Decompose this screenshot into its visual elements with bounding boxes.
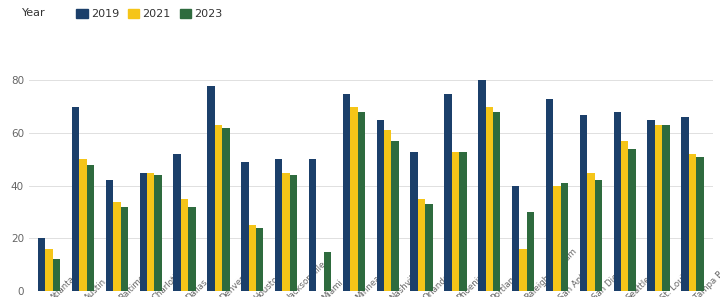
Bar (580, 115, 588, 291)
Bar (324, 252, 331, 291)
Bar (553, 186, 561, 291)
Bar (418, 199, 426, 291)
Bar (215, 125, 222, 291)
Bar (241, 162, 248, 291)
Bar (527, 212, 534, 291)
Bar (410, 151, 418, 291)
Bar (444, 94, 451, 291)
Bar (689, 154, 696, 291)
Bar (86, 165, 94, 291)
Bar (256, 228, 264, 291)
Bar (485, 107, 493, 291)
Bar (696, 157, 703, 291)
Bar (79, 159, 86, 291)
Bar (140, 173, 147, 291)
Bar (106, 181, 113, 291)
Bar (459, 151, 467, 291)
Bar (662, 125, 670, 291)
Bar (72, 107, 79, 291)
Bar (350, 107, 358, 291)
Legend: 2019, 2021, 2023: 2019, 2021, 2023 (72, 5, 227, 24)
Bar (493, 112, 500, 291)
Bar (275, 159, 282, 291)
Bar (392, 141, 399, 291)
Bar (181, 199, 189, 291)
Bar (519, 249, 527, 291)
Bar (377, 120, 384, 291)
Bar (309, 159, 316, 291)
Bar (207, 86, 215, 291)
Bar (613, 112, 621, 291)
Bar (358, 112, 365, 291)
Bar (655, 125, 662, 291)
Bar (248, 225, 256, 291)
Bar (561, 183, 568, 291)
Bar (546, 99, 553, 291)
Bar (451, 151, 459, 291)
Bar (478, 80, 485, 291)
Bar (290, 175, 297, 291)
Bar (222, 128, 230, 291)
Bar (154, 175, 162, 291)
Bar (512, 186, 519, 291)
Bar (588, 173, 595, 291)
Bar (621, 141, 629, 291)
Text: Year: Year (22, 8, 45, 18)
Bar (343, 94, 350, 291)
Bar (647, 120, 655, 291)
Bar (53, 260, 60, 291)
Bar (45, 249, 53, 291)
Bar (629, 149, 636, 291)
Bar (38, 238, 45, 291)
Bar (426, 204, 433, 291)
Bar (113, 202, 120, 291)
Bar (189, 207, 196, 291)
Bar (147, 173, 154, 291)
Bar (595, 181, 602, 291)
Bar (120, 207, 128, 291)
Bar (174, 154, 181, 291)
Bar (384, 130, 392, 291)
Bar (282, 173, 290, 291)
Bar (681, 117, 689, 291)
